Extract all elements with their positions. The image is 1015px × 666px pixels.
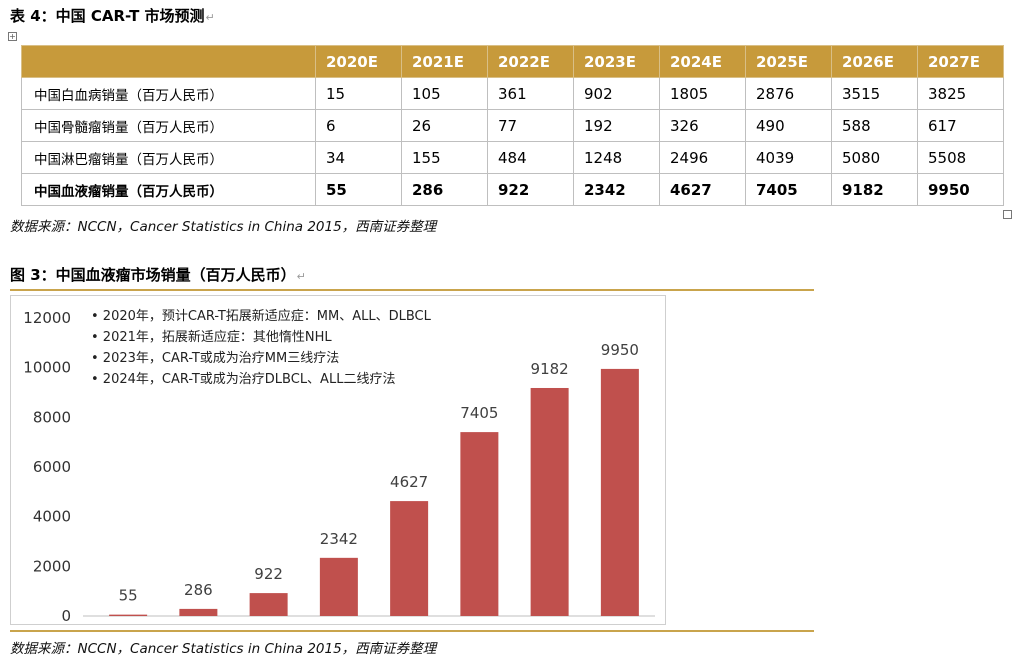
table-cell: 15 (315, 77, 402, 110)
bar (530, 387, 569, 616)
table-cell: 490 (745, 109, 832, 142)
table-cell: 3825 (917, 77, 1004, 110)
table-header-2022e: 2022E (487, 45, 574, 78)
data-label: 9950 (601, 341, 639, 359)
table-move-handle-icon[interactable]: + (8, 32, 17, 41)
table-cell: 192 (573, 109, 660, 142)
bar-chart: 0 2000 4000 6000 8000 10000 12000 55 286 922 2342 4… (23, 308, 655, 625)
table-cell: 4039 (745, 141, 832, 174)
y-tick-label: 10000 (23, 359, 71, 377)
table-header-row: 2020E 2021E 2022E 2023E 2024E 2025E 2026E 2027E (21, 45, 1004, 78)
table-cell: 34 (315, 141, 402, 174)
table-cell: 105 (401, 77, 488, 110)
data-label: 7405 (460, 404, 498, 422)
table-header-2020e: 2020E (315, 45, 402, 78)
table-row: 中国白血病销量（百万人民币） 15 105 361 902 1805 2876 3515 382… (21, 77, 1004, 110)
table-caption: 表 4：中国 CAR-T 市场预测↵ (10, 5, 215, 26)
table-caption-text: 表 4：中国 CAR-T 市场预测 (10, 7, 205, 25)
table-resize-handle-icon[interactable] (1003, 210, 1012, 219)
table-cell: 2342 (573, 173, 660, 206)
table-cell: 26 (401, 109, 488, 142)
table-header-2026e: 2026E (831, 45, 918, 78)
figure-caption-text: 图 3：中国血液瘤市场销量（百万人民币） (10, 266, 296, 284)
table-cell: 361 (487, 77, 574, 110)
table-row: 中国血液瘤销量（百万人民币） 55 286 922 2342 4627 7405 9182 99… (21, 173, 1004, 206)
data-label: 286 (184, 581, 213, 599)
data-label: 2342 (320, 530, 358, 548)
chart-annotation: • 2020年，预计CAR-T拓展新适应症：MM、ALL、DLBCL (91, 308, 432, 324)
table-cell: 5508 (917, 141, 1004, 174)
figure-caption: 图 3：中国血液瘤市场销量（百万人民币）↵ (10, 264, 306, 285)
data-label: 9182 (531, 360, 569, 378)
table-header-2027e: 2027E (917, 45, 1004, 78)
forecast-table: 2020E 2021E 2022E 2023E 2024E 2025E 2026E 2027E… (21, 45, 1004, 206)
table-header-corner (21, 45, 316, 78)
y-tick-label: 0 (61, 607, 71, 624)
table-cell: 7405 (745, 173, 832, 206)
data-label: 922 (254, 565, 283, 583)
y-tick-label: 6000 (33, 458, 71, 476)
table-cell: 9950 (917, 173, 1004, 206)
table-cell: 4627 (659, 173, 746, 206)
y-tick-label: 4000 (33, 508, 71, 526)
bar (600, 368, 639, 616)
table-cell: 922 (487, 173, 574, 206)
figure-top-rule (10, 289, 814, 291)
bar (460, 432, 499, 616)
table-header-2024e: 2024E (659, 45, 746, 78)
bar (319, 557, 358, 616)
table-row-label: 中国淋巴瘤销量（百万人民币） (21, 141, 316, 174)
table-cell: 902 (573, 77, 660, 110)
table-cell: 1248 (573, 141, 660, 174)
paragraph-mark-icon: ↵ (296, 270, 306, 283)
table-header-2023e: 2023E (573, 45, 660, 78)
data-label: 55 (119, 587, 138, 605)
bar (249, 593, 288, 616)
table-cell: 588 (831, 109, 918, 142)
forecast-table-wrap: 2020E 2021E 2022E 2023E 2024E 2025E 2026E 2027E… (21, 45, 1004, 206)
chart-frame: 0 2000 4000 6000 8000 10000 12000 55 286 922 2342 4… (10, 295, 666, 625)
y-tick-label: 8000 (33, 408, 71, 426)
table-cell: 617 (917, 109, 1004, 142)
table-cell: 2876 (745, 77, 832, 110)
table-cell: 484 (487, 141, 574, 174)
data-label: 4627 (390, 473, 428, 491)
bar (390, 501, 429, 616)
table-cell: 326 (659, 109, 746, 142)
paragraph-mark-icon: ↵ (205, 11, 215, 24)
table-cell: 55 (315, 173, 402, 206)
chart-annotation: • 2023年，CAR-T或成为治疗MM三线疗法 (91, 351, 339, 366)
table-cell: 9182 (831, 173, 918, 206)
table-header-2021e: 2021E (401, 45, 488, 78)
table-row-label: 中国白血病销量（百万人民币） (21, 77, 316, 110)
y-tick-label: 2000 (33, 557, 71, 575)
table-cell: 155 (401, 141, 488, 174)
table-source: 数据来源：NCCN，Cancer Statistics in China 201… (10, 219, 437, 235)
bar (109, 614, 148, 616)
table-row-label: 中国骨髓瘤销量（百万人民币） (21, 109, 316, 142)
table-cell: 3515 (831, 77, 918, 110)
figure-source: 数据来源：NCCN，Cancer Statistics in China 201… (10, 641, 437, 657)
table-cell: 6 (315, 109, 402, 142)
bar (179, 608, 218, 616)
table-cell: 286 (401, 173, 488, 206)
table-row-label: 中国血液瘤销量（百万人民币） (21, 173, 316, 206)
table-cell: 5080 (831, 141, 918, 174)
table-cell: 77 (487, 109, 574, 142)
table-header-2025e: 2025E (745, 45, 832, 78)
chart-annotation: • 2024年，CAR-T或成为治疗DLBCL、ALL二线疗法 (91, 372, 395, 387)
table-row: 中国淋巴瘤销量（百万人民币） 34 155 484 1248 2496 4039 5080 55… (21, 141, 1004, 174)
chart-annotation: • 2021年，拓展新适应症：其他惰性NHL (91, 329, 332, 345)
y-tick-label: 12000 (23, 309, 71, 327)
figure-bottom-rule (10, 630, 814, 632)
table-row: 中国骨髓瘤销量（百万人民币） 6 26 77 192 326 490 588 617 (21, 109, 1004, 142)
table-cell: 1805 (659, 77, 746, 110)
table-cell: 2496 (659, 141, 746, 174)
table-body: 中国白血病销量（百万人民币） 15 105 361 902 1805 2876 3515 382… (21, 77, 1004, 206)
